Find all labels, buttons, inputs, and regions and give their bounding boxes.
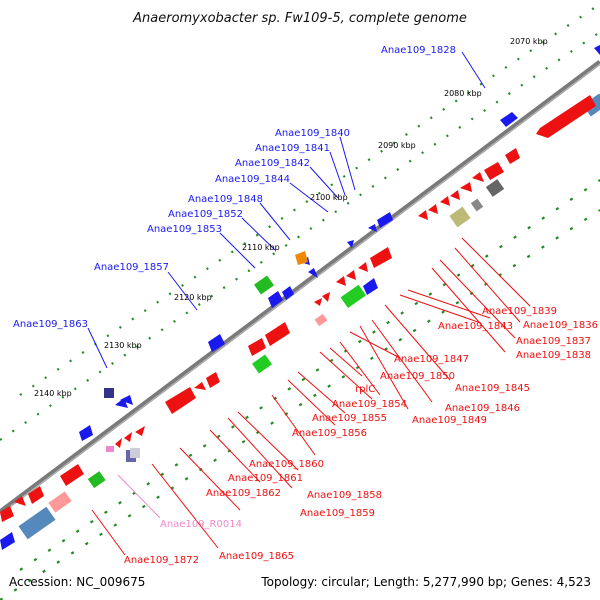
gene-label[interactable]: Anae109_1854	[332, 399, 407, 410]
gene-label[interactable]: Anae109_1858	[307, 490, 382, 501]
gene-label[interactable]: Anae109_1862	[206, 488, 281, 499]
gene-label[interactable]: Anae109_1855	[312, 413, 387, 424]
gene-label[interactable]: Anae109_1837	[516, 336, 591, 347]
gene-label[interactable]: Anae109_1845	[455, 383, 530, 394]
gene-label[interactable]: Anae109_1850	[380, 371, 455, 382]
gene-label[interactable]: Anae109_1857	[94, 262, 169, 273]
forward-gene-labels: Anae109_1828 Anae109_1840 Anae109_1841 A…	[13, 45, 456, 330]
reverse-gene-labels: Anae109_1839 Anae109_1836 Anae109_1843 A…	[124, 306, 598, 566]
tick-label: 2130 kbp	[104, 341, 142, 350]
gene-label[interactable]: Anae109_1846	[445, 403, 520, 414]
topology-text: Topology: circular; Length: 5,277,990 bp…	[260, 575, 591, 589]
gene-label[interactable]: Anae109_1856	[292, 428, 367, 439]
gene-label[interactable]: Anae109_1839	[482, 306, 557, 317]
outer-tick-ring	[0, 3, 600, 441]
accession-text: Accession: NC_009675	[9, 575, 145, 589]
leader-line-rna	[117, 474, 161, 519]
gene-label[interactable]: Anae109_1872	[124, 555, 199, 566]
tick-label: 2140 kbp	[34, 389, 72, 398]
tick-label: 2080 kbp	[444, 89, 482, 98]
gene-label[interactable]: Anae109_1847	[394, 354, 469, 365]
rna-gene-label[interactable]: Anae109_R0014	[160, 519, 242, 530]
leader-lines-reverse	[91, 237, 531, 556]
gene-label[interactable]: Anae109_1838	[516, 350, 591, 361]
gene-label[interactable]: Anae109_1844	[215, 174, 290, 185]
gene-label[interactable]: Anae109_1865	[219, 551, 294, 562]
tick-label: 2070 kbp	[510, 37, 548, 46]
gene-label[interactable]: Anae109_1848	[188, 194, 263, 205]
genome-backbone	[0, 60, 600, 515]
reverse-genes	[0, 95, 596, 522]
tick-label: 2120 kbp	[174, 293, 212, 302]
gene-label[interactable]: rplC	[355, 384, 375, 395]
gene-label[interactable]: Anae109_1860	[249, 459, 324, 470]
gene-label[interactable]: Anae109_1840	[275, 128, 350, 139]
leader-lines-forward	[87, 51, 486, 369]
gene-label[interactable]: Anae109_1859	[300, 508, 375, 519]
gene-label[interactable]: Anae109_1852	[168, 209, 243, 220]
gene-label[interactable]: Anae109_1841	[255, 143, 330, 154]
gene-label[interactable]: Anae109_1849	[412, 415, 487, 426]
gene-label[interactable]: Anae109_1861	[228, 473, 303, 484]
gene-label[interactable]: Anae109_1828	[381, 45, 456, 56]
map-title: Anaeromyxobacter sp. Fw109-5, complete g…	[132, 11, 467, 26]
tick-label: 2110 kbp	[242, 243, 280, 252]
gene-label[interactable]: Anae109_1836	[523, 320, 598, 331]
tick-labels: 2070 kbp 2080 kbp 2090 kbp 2100 kbp 2110…	[34, 37, 548, 398]
gene-label[interactable]: Anae109_1853	[147, 224, 222, 235]
inner-tick-ring	[0, 179, 600, 600]
gene-label[interactable]: Anae109_1842	[235, 158, 310, 169]
tick-label: 2090 kbp	[378, 141, 416, 150]
tick-label: 2100 kbp	[310, 193, 348, 202]
gene-label[interactable]: Anae109_1863	[13, 319, 88, 330]
gene-label[interactable]: Anae109_1843	[438, 321, 513, 332]
forward-genes	[0, 45, 600, 550]
